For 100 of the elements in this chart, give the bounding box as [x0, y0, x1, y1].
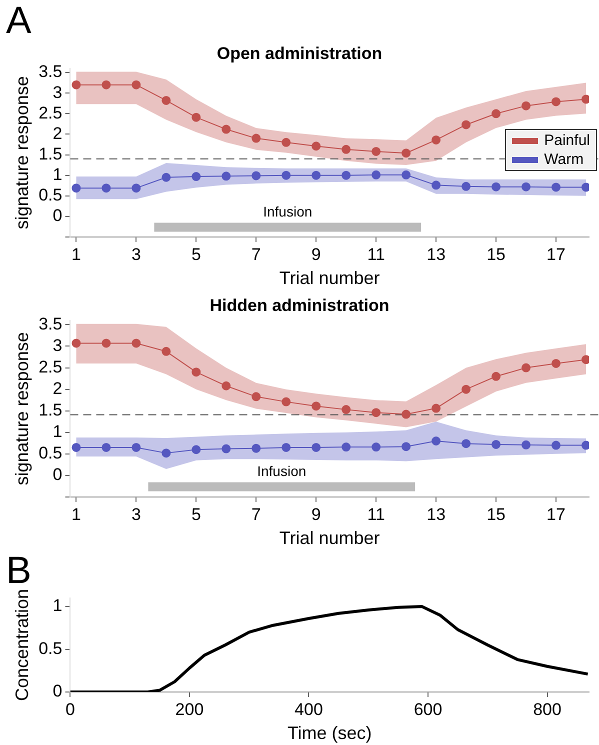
chart-title: Open administration	[216, 44, 382, 63]
y-tick-label: 1.5	[38, 400, 62, 420]
y-tick-label: 0.5	[38, 444, 62, 463]
x-tick-label: 5	[191, 244, 201, 264]
x-tick-label: 1	[71, 504, 81, 524]
point	[402, 170, 411, 180]
point	[342, 405, 351, 414]
point	[72, 184, 81, 193]
y-tick-label: 3	[52, 336, 62, 355]
point	[162, 448, 171, 458]
y-tick-label: 0.5	[38, 186, 62, 205]
y-tick-label: 2.5	[38, 357, 62, 376]
x-tick-label: 11	[367, 504, 385, 524]
band-label: Infusion	[257, 463, 306, 480]
point	[162, 346, 171, 356]
point	[522, 440, 531, 450]
x-axis-title: Trial number	[279, 268, 380, 288]
x-tick-label: 200	[175, 700, 204, 719]
point	[252, 134, 261, 143]
point	[552, 358, 561, 368]
y-tick-label: 2.5	[38, 103, 62, 122]
point	[282, 397, 291, 406]
point	[132, 442, 141, 452]
point	[162, 96, 171, 105]
x-tick-label: 800	[533, 700, 562, 719]
x-axis-title: Time (sec)	[287, 723, 372, 744]
point	[132, 338, 141, 348]
point	[342, 170, 351, 180]
point	[282, 170, 291, 180]
point	[432, 404, 441, 413]
point	[432, 436, 441, 446]
point	[252, 444, 261, 453]
point	[522, 101, 531, 110]
y-tick-label: 1	[52, 422, 62, 442]
y-tick-label: 0.5	[38, 638, 62, 658]
y-tick-label: 2	[52, 124, 62, 143]
point	[222, 444, 231, 454]
x-tick-label: 600	[414, 700, 442, 719]
point	[72, 80, 81, 90]
point	[312, 402, 321, 411]
point	[102, 80, 111, 90]
point	[132, 184, 141, 193]
x-tick-label: 9	[311, 244, 321, 264]
point	[312, 170, 321, 180]
x-tick-label: 15	[486, 244, 506, 264]
point	[372, 442, 381, 452]
x-tick-label: 17	[546, 244, 566, 264]
point	[102, 184, 111, 193]
y-axis-title: Concentration	[12, 588, 32, 702]
point	[222, 381, 231, 390]
point	[252, 392, 261, 402]
point	[282, 442, 291, 452]
x-tick-label: 1	[71, 244, 81, 264]
point	[192, 172, 201, 182]
y-tick-label: 1.5	[38, 144, 62, 164]
point	[492, 109, 501, 118]
point	[72, 338, 81, 348]
legend-label: Painful	[544, 131, 590, 150]
point	[402, 148, 411, 158]
point	[492, 182, 501, 192]
x-tick-label: 0	[66, 700, 75, 719]
x-tick-label: 7	[251, 244, 261, 264]
x-tick-label: 17	[546, 504, 566, 524]
point	[432, 135, 441, 144]
point	[402, 442, 411, 452]
point	[522, 363, 531, 372]
point	[552, 440, 561, 450]
x-tick-label: 3	[131, 244, 141, 264]
x-tick-label: 13	[426, 504, 446, 524]
x-tick-label: 400	[294, 700, 323, 719]
point	[312, 142, 321, 151]
point	[462, 182, 471, 191]
point	[282, 138, 291, 147]
y-tick-label: 2	[52, 379, 62, 398]
x-tick-label: 9	[311, 504, 321, 524]
x-tick-label: 11	[367, 244, 385, 264]
point	[552, 182, 561, 192]
point	[432, 180, 441, 190]
point	[312, 442, 321, 452]
x-axis-title: Trial number	[279, 528, 380, 548]
point	[492, 372, 501, 381]
point	[102, 338, 111, 348]
point	[372, 170, 381, 180]
point	[402, 410, 411, 419]
point	[162, 172, 171, 182]
point	[252, 171, 261, 180]
point	[192, 368, 201, 377]
legend-label: Warm	[544, 150, 584, 169]
point	[522, 182, 531, 192]
y-tick-label: 3.5	[38, 314, 62, 334]
x-tick-label: 7	[251, 504, 261, 524]
point	[192, 112, 201, 122]
point	[372, 408, 381, 418]
point	[192, 445, 201, 454]
point	[462, 439, 471, 448]
y-tick-label: 0	[52, 465, 62, 484]
band-label: Infusion	[263, 204, 312, 220]
chart-title: Hidden administration	[210, 296, 390, 315]
y-tick-label: 3.5	[38, 62, 62, 82]
point	[222, 172, 231, 181]
